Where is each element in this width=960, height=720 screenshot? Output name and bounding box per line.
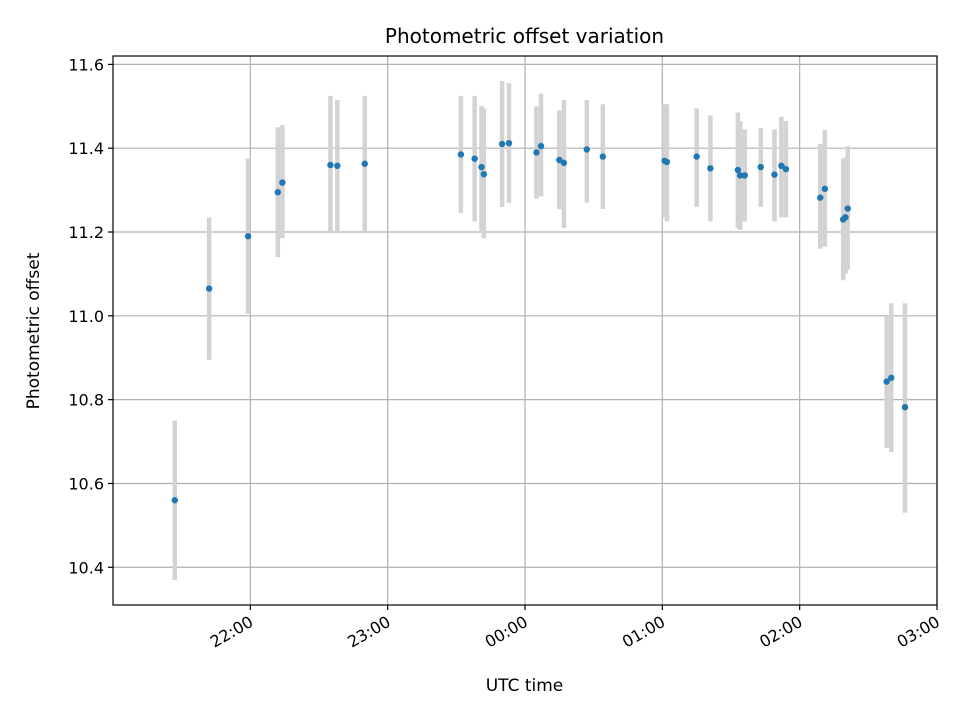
data-point — [505, 139, 513, 147]
data-point — [901, 403, 909, 411]
data-point — [533, 149, 540, 156]
data-point — [736, 172, 744, 179]
data-point — [782, 165, 790, 173]
data-point — [663, 158, 671, 166]
data-point — [560, 159, 568, 167]
x-axis-label: UTC time — [486, 676, 564, 696]
data-point — [883, 378, 890, 385]
y-tick-label: 11.6 — [68, 55, 104, 74]
data-point — [327, 161, 334, 169]
data-point — [888, 374, 895, 382]
data-point — [741, 172, 748, 179]
data-point — [334, 162, 341, 169]
data-points — [171, 139, 909, 504]
grid — [113, 56, 938, 605]
data-point — [707, 165, 714, 172]
data-point — [599, 153, 607, 160]
y-tick-label: 11.4 — [68, 139, 104, 158]
y-tick-label: 10.6 — [68, 474, 104, 493]
data-point — [537, 142, 545, 150]
data-point — [583, 146, 590, 153]
y-axis-label: Photometric offset — [24, 252, 44, 409]
y-axis: 10.4 10.6 10.8 11.0 11.2 11.4 11.6 — [68, 55, 113, 577]
y-tick-label: 10.4 — [68, 558, 104, 577]
data-point — [821, 185, 829, 193]
data-point — [771, 171, 778, 178]
data-point — [361, 160, 368, 167]
y-tick-label: 11.2 — [68, 223, 104, 242]
data-point — [817, 194, 824, 201]
data-point — [480, 170, 487, 178]
data-point — [734, 166, 742, 174]
data-point — [778, 162, 785, 169]
y-tick-label: 11.0 — [68, 307, 104, 326]
y-tick-label: 10.8 — [68, 391, 104, 410]
data-point — [171, 497, 178, 504]
data-point — [244, 233, 252, 240]
data-point — [457, 151, 465, 158]
data-point — [556, 156, 563, 164]
data-point — [498, 140, 506, 148]
data-point — [279, 179, 286, 186]
data-point — [844, 205, 851, 212]
chart-title: Photometric offset variation — [385, 24, 664, 48]
data-point — [471, 155, 478, 162]
data-point — [205, 285, 213, 292]
data-point — [693, 153, 700, 160]
data-point — [274, 189, 281, 196]
data-point — [842, 214, 849, 221]
data-point — [478, 163, 485, 171]
data-point — [757, 163, 764, 171]
